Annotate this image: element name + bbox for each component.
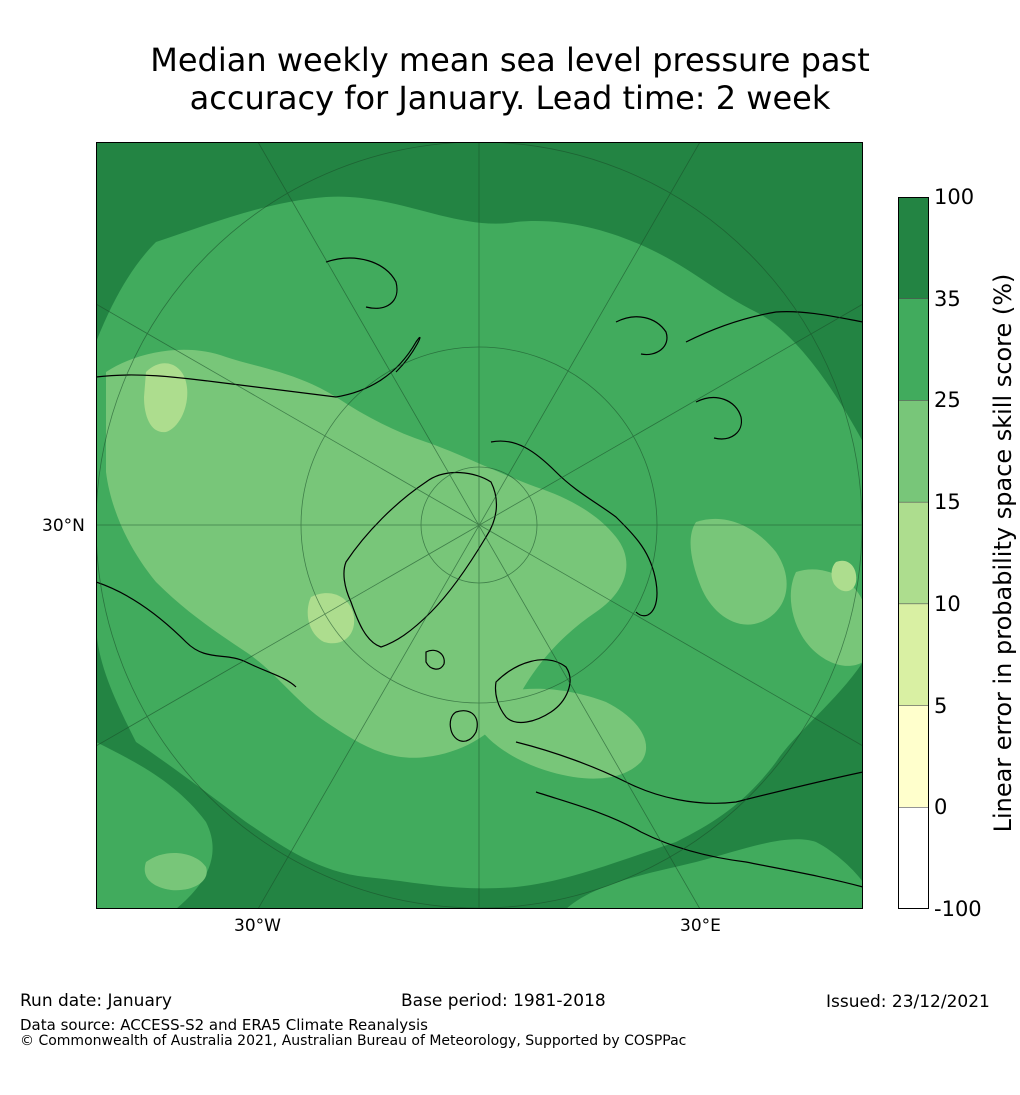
colorbar-bin — [898, 807, 929, 909]
graticule — [96, 142, 863, 909]
field-band-15-25 — [144, 852, 207, 891]
chart-title-line-2: accuracy for January. Lead time: 2 week — [189, 79, 831, 117]
issued-date: Issued: 23/12/2021 — [826, 992, 990, 1012]
colorbar-bin — [898, 197, 929, 299]
field-band-15-25 — [476, 688, 647, 779]
lon-label-30e: 30°E — [680, 916, 721, 936]
colorbar-tick-label: 5 — [934, 693, 948, 718]
colorbar-tick-label: -100 — [934, 897, 982, 921]
colorbar-bin — [898, 400, 929, 503]
colorbar-tick-label: 35 — [934, 286, 961, 311]
lat-label-30n: 30°N — [42, 516, 85, 536]
data-source: Data source: ACCESS-S2 and ERA5 Climate … — [20, 1016, 428, 1034]
colorbar-tick-label: 15 — [934, 490, 961, 515]
colorbar-tick-label: 100 — [934, 185, 975, 209]
colorbar-bin — [898, 298, 929, 401]
field-band-10-15 — [831, 560, 857, 592]
chart-title-line-1: Median weekly mean sea level pressure pa… — [150, 41, 870, 79]
run-date: Run date: January — [20, 991, 172, 1011]
colorbar-bin — [898, 705, 929, 808]
base-period: Base period: 1981-2018 — [401, 991, 606, 1011]
copyright: © Commonwealth of Australia 2021, Austra… — [20, 1033, 687, 1049]
field-band-15-25 — [690, 518, 787, 625]
colorbar-tick-label: 0 — [934, 795, 948, 820]
field-band-10-15 — [144, 363, 188, 433]
colorbar-bin — [898, 603, 929, 706]
field-band-15-25 — [106, 349, 627, 758]
field-band-10-15 — [307, 593, 355, 644]
field-band-25-35 — [566, 839, 863, 909]
colorbar — [898, 197, 929, 909]
skill-score-map — [96, 142, 863, 909]
lon-label-30w: 30°W — [234, 916, 281, 936]
colorbar-tick-label: 25 — [934, 388, 961, 413]
field-band-15-25 — [790, 569, 863, 666]
colorbar-tick-label: 10 — [934, 591, 961, 616]
colorbar-label: Linear error in probability space skill … — [989, 273, 1017, 833]
colorbar-bin — [898, 502, 929, 604]
coastlines — [96, 257, 863, 888]
